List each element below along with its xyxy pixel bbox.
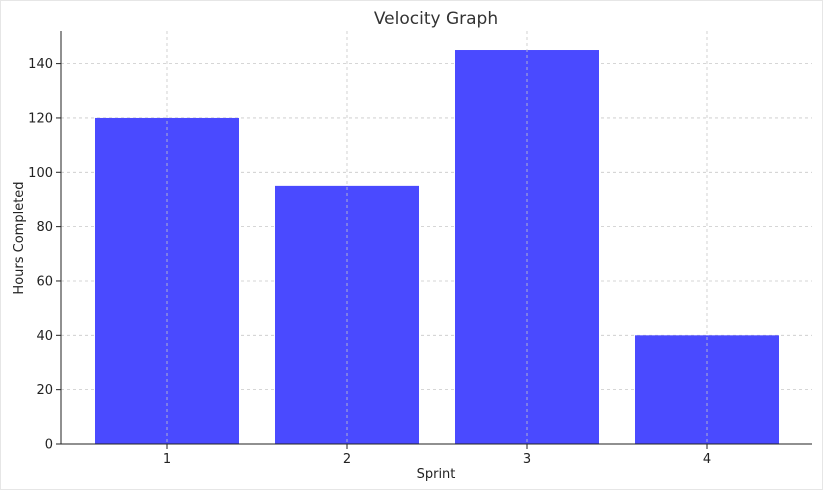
x-tick-label: 1: [163, 452, 171, 467]
x-tick-label: 4: [703, 452, 711, 467]
bar-sprint-4: [635, 335, 779, 444]
y-tick-label: 100: [28, 166, 53, 181]
y-axis-label: Hours Completed: [12, 181, 27, 294]
axis-layer: 0 20 40 60 80 100 120 140 1 2 3 4: [28, 31, 812, 467]
y-tick-label: 40: [36, 329, 53, 344]
y-tick-label: 80: [36, 220, 53, 235]
bar-layer: [95, 50, 779, 445]
vertical-grid-layer: [166, 31, 708, 444]
y-tick-label: 140: [28, 57, 53, 72]
chart-title: Velocity Graph: [374, 9, 498, 29]
y-tick-label: 120: [28, 111, 53, 126]
x-axis-label: Sprint: [417, 467, 456, 482]
x-tick-label: 2: [343, 452, 351, 467]
bar-sprint-1: [95, 117, 239, 445]
y-tick-label: 60: [36, 274, 53, 289]
x-tick-label: 3: [523, 452, 531, 467]
y-tick-label: 0: [45, 438, 53, 453]
y-tick-label: 20: [36, 383, 53, 398]
